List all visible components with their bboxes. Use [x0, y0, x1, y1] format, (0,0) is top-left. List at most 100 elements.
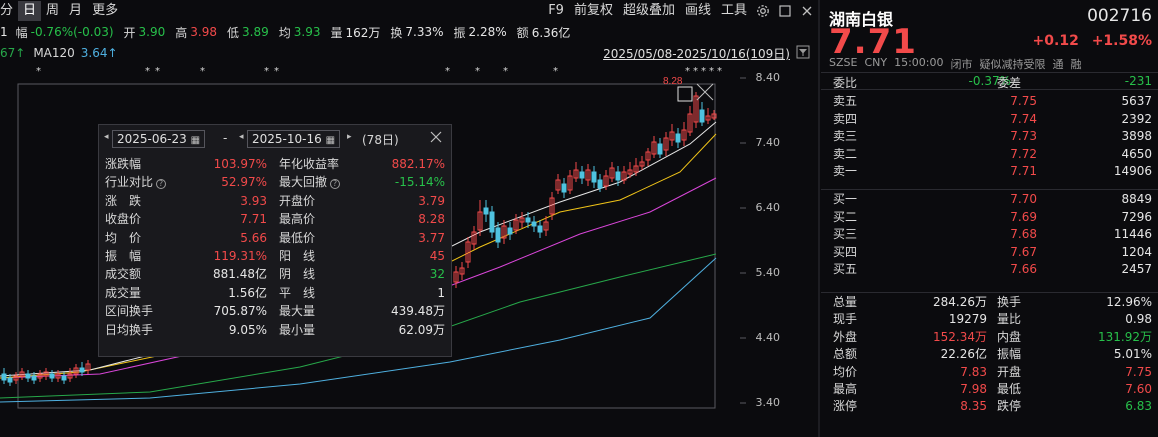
level-price: 7.67	[1010, 244, 1037, 259]
popup-value: 3.77	[418, 230, 445, 245]
event-marker: *	[155, 66, 160, 77]
price-tick-label: 8.40	[755, 71, 781, 84]
days-count: (78日)	[362, 133, 399, 147]
event-marker: *	[693, 66, 698, 77]
candle-body	[573, 169, 579, 179]
help-icon[interactable]: ?	[330, 179, 341, 190]
candle-body	[615, 171, 621, 181]
panel-divider[interactable]	[818, 0, 820, 437]
prev-arrow-icon[interactable]: ◂	[104, 132, 109, 142]
candle-body	[465, 241, 471, 263]
candle-body	[687, 113, 693, 133]
level-price: 7.68	[1010, 227, 1037, 241]
bar-stats-row: 1 幅 -0.76%(-0.03) 开 3.90 高 3.98 低 3.89 均…	[0, 23, 580, 41]
popup-label: 行业对比?	[105, 173, 167, 191]
start-date-picker[interactable]: 2025-06-23 ▦	[112, 130, 206, 148]
candle-body	[675, 133, 681, 143]
level-label: 买二	[833, 209, 858, 224]
popup-label: 涨跌幅	[105, 157, 142, 171]
bid-row[interactable]: 买三 7.68 11446	[821, 226, 1158, 244]
event-marker: *	[445, 66, 450, 77]
draw-line-button[interactable]: 画线	[684, 3, 711, 18]
stat-label: 外盘	[833, 329, 858, 344]
stat-value: 7.75	[1125, 364, 1152, 379]
candle-body	[61, 375, 67, 381]
bid-row[interactable]: 买四 7.67 1204	[821, 244, 1158, 262]
next-arrow-icon[interactable]: ▸	[347, 132, 352, 142]
prev-arrow-icon[interactable]: ◂	[239, 132, 244, 142]
close-icon[interactable]	[798, 2, 816, 20]
popup-label: 涨 跌	[105, 193, 142, 208]
market-status: 闭市	[950, 58, 973, 71]
super-overlay-button[interactable]: 超级叠加	[622, 3, 675, 18]
popup-value: 103.97%	[213, 157, 267, 171]
kai-label: 开	[123, 25, 136, 40]
maximize-icon[interactable]	[776, 2, 794, 20]
candle-body	[43, 371, 49, 377]
close-selection-icon[interactable]	[696, 83, 714, 101]
stock-code: 002716	[1087, 6, 1152, 26]
liang-value: 162万	[345, 25, 381, 40]
candle-body	[25, 373, 31, 379]
candle-body	[549, 197, 555, 215]
close-icon[interactable]	[429, 130, 443, 147]
help-icon[interactable]: ?	[156, 179, 167, 190]
tools-button[interactable]: 工具	[720, 3, 747, 18]
ask-row[interactable]: 卖三 7.73 3898	[821, 128, 1158, 146]
popup-label: 收盘价	[105, 212, 142, 227]
popup-value: 3.79	[418, 193, 445, 208]
popup-value: 52.97%	[221, 175, 267, 190]
stat-row: 总量 284.26万 换手 12.96%	[821, 294, 1158, 311]
popup-header: ◂ 2025-06-23 ▦ - ◂ 2025-10-16 ▦ ▸ (78日)	[99, 125, 451, 153]
level-volume: 2392	[1121, 111, 1152, 126]
ask-row[interactable]: 卖一 7.71 14906	[821, 163, 1158, 181]
candle-body	[79, 367, 85, 373]
candle-body	[681, 129, 687, 141]
restriction-badge: 疑似减持受限	[979, 58, 1046, 71]
popup-value: 45	[429, 248, 445, 263]
event-marker: *	[701, 66, 706, 77]
settings-icon[interactable]	[754, 2, 772, 20]
popup-row: 日均换手 9.05% 最小量 62.09万	[99, 321, 451, 339]
candle-body	[525, 217, 531, 223]
tab-week[interactable]: 周	[46, 3, 60, 18]
exchange: SZSE	[829, 56, 858, 69]
price-tick-label: 5.40	[755, 266, 781, 279]
tab-day[interactable]: 日	[18, 1, 42, 21]
end-date-picker[interactable]: 2025-10-16 ▦	[247, 130, 341, 148]
f9-button[interactable]: F9	[548, 3, 564, 18]
bid-row[interactable]: 买五 7.66 2457	[821, 261, 1158, 279]
stat-value: 152.34万	[933, 329, 987, 344]
webi-value: -0.37%	[968, 74, 1011, 88]
ask-row[interactable]: 卖二 7.72 4650	[821, 146, 1158, 164]
stat-value: 7.98	[960, 381, 987, 396]
ask-row[interactable]: 卖五 7.75 5637	[821, 93, 1158, 111]
candle-body	[507, 227, 513, 235]
high-annotation: 8.28	[663, 76, 683, 87]
level-volume: 8849	[1121, 192, 1152, 206]
ask-row[interactable]: 卖四 7.74 2392	[821, 111, 1158, 129]
level-price: 7.73	[1010, 129, 1037, 143]
qianfuquan-button[interactable]: 前复权	[573, 3, 613, 18]
ma120-line	[0, 257, 717, 403]
tab-more[interactable]: 更多	[92, 3, 119, 18]
filter-icon[interactable]	[796, 45, 810, 62]
candle-body	[531, 221, 537, 227]
bid-row[interactable]: 买二 7.69 7296	[821, 209, 1158, 227]
huan-label: 换	[390, 25, 403, 40]
stat-row: 最高 7.98 最低 7.60	[821, 381, 1158, 398]
date-range-link[interactable]: 2025/05/08-2025/10/16(109日)	[603, 47, 790, 61]
popup-row: 行业对比? 52.97% 最大回撤? -15.14%	[99, 173, 451, 191]
gao-value: 3.98	[190, 25, 217, 39]
popup-label: 最低价	[279, 230, 316, 245]
moving-average-row: 67↑ MA120 3.64↑ 2025/05/08-2025/10/16(10…	[0, 44, 818, 62]
resize-handle[interactable]	[677, 86, 693, 102]
candle-body	[37, 373, 43, 379]
popup-row: 成交额 881.48亿阴 线 32	[99, 265, 451, 283]
bid-row[interactable]: 买一 7.70 8849	[821, 191, 1158, 209]
candle-body	[621, 171, 627, 181]
stat-label: 最高	[833, 381, 858, 396]
tab-minute[interactable]: 分	[0, 3, 14, 18]
time: 15:00:00	[894, 56, 944, 69]
tab-month[interactable]: 月	[69, 3, 83, 18]
